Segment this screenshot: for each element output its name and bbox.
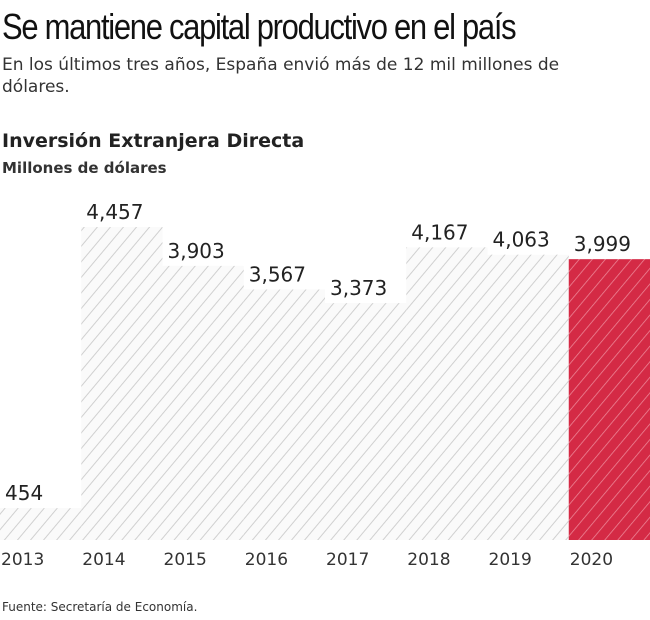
- x-tick-label: 2017: [326, 550, 369, 570]
- data-label: 3,373: [330, 276, 387, 300]
- data-label: 4,167: [411, 220, 468, 244]
- bar-2013: [0, 508, 82, 540]
- bar-2016: [243, 289, 325, 540]
- data-label: 3,903: [168, 239, 225, 263]
- data-label: 454: [5, 481, 43, 505]
- bar-2017: [325, 303, 407, 540]
- bar-chart: 454 2013 4,457 2014 3,903 2015 3,567 2016 3,373 2…: [0, 200, 650, 570]
- x-tick-label: 2014: [82, 550, 125, 570]
- x-tick-label: 2015: [164, 550, 207, 570]
- chart-units: Millones de dólares: [2, 159, 167, 177]
- bar-2014: [81, 227, 163, 540]
- x-tick-label: 2020: [570, 550, 613, 570]
- page-title: Se mantiene capital productivo en el paí…: [2, 6, 517, 47]
- x-tick-label: 2013: [1, 550, 44, 570]
- data-label: 3,999: [574, 232, 631, 256]
- bar-2020: [568, 259, 650, 540]
- chart-title: Inversión Extranjera Directa: [2, 130, 305, 152]
- bar-2018: [406, 247, 488, 540]
- x-tick-label: 2019: [489, 550, 532, 570]
- data-label: 4,063: [493, 228, 550, 252]
- x-tick-label: 2018: [407, 550, 450, 570]
- source-note: Fuente: Secretaría de Economía.: [2, 600, 198, 614]
- data-label: 4,457: [86, 200, 143, 224]
- bar-2015: [162, 265, 244, 540]
- data-label: 3,567: [249, 263, 306, 287]
- bar-2019: [487, 254, 569, 540]
- subtitle: En los últimos tres años, España envió m…: [2, 55, 560, 97]
- x-tick-label: 2016: [245, 550, 288, 570]
